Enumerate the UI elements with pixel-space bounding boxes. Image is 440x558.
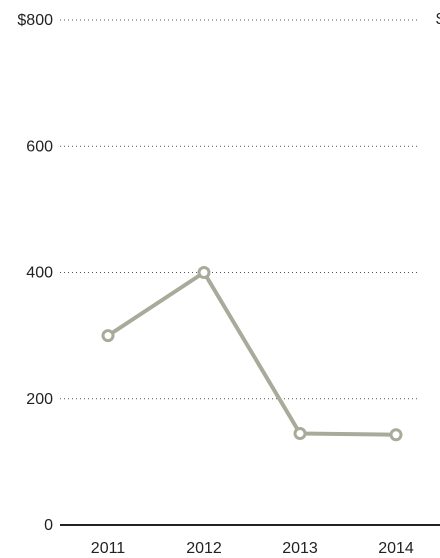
x-tick-label-2012: 2012 (186, 540, 222, 557)
data-point-2013 (293, 426, 307, 440)
y-tick-label-0: 0 (44, 517, 53, 534)
x-axis-tick-labels: 2011 2012 2013 2014 (91, 540, 414, 557)
y-tick-label-600: 600 (26, 138, 53, 155)
data-point-2012 (197, 266, 211, 279)
series-line (106, 270, 398, 437)
grid-lines (60, 19, 420, 400)
y-axis-tick-labels: 0 200 400 600 $800 (17, 12, 53, 534)
x-tick-label-2013: 2013 (282, 540, 318, 557)
data-point-2014 (389, 428, 403, 442)
data-point-2011 (101, 329, 115, 343)
x-tick-label-2011: 2011 (91, 540, 126, 557)
x-tick-label-2014: 2014 (378, 540, 414, 557)
y-tick-label-800: $800 (17, 12, 53, 29)
series-group (101, 266, 403, 442)
y-tick-label-400: 400 (26, 265, 53, 282)
right-edge-dollar-label: $ (436, 11, 440, 28)
y-tick-label-200: 200 (26, 391, 53, 408)
